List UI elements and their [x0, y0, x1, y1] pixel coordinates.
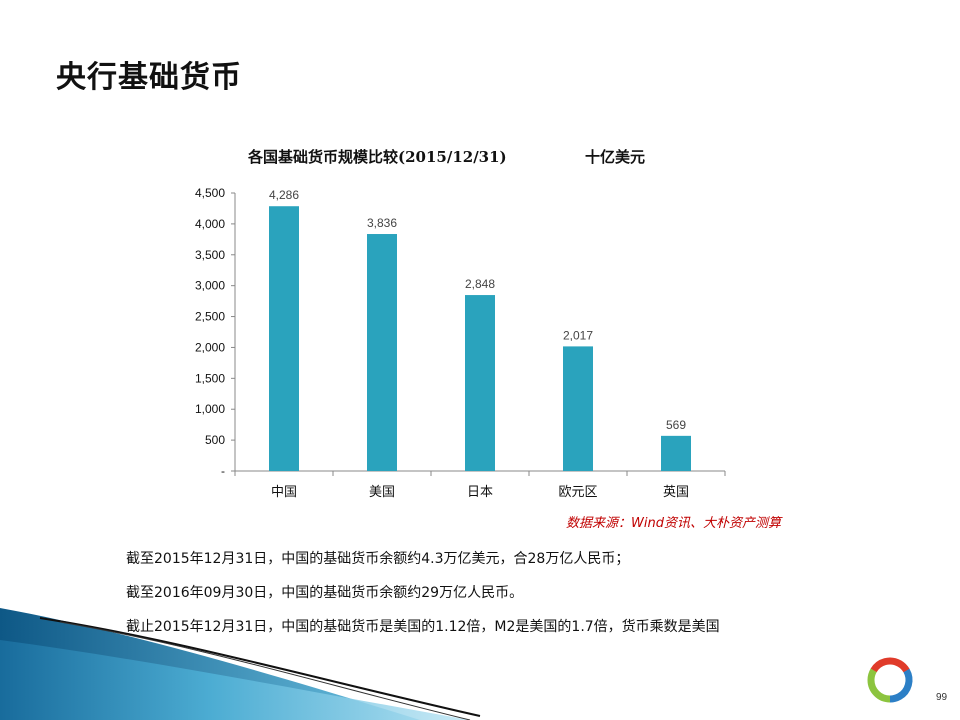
data-label: 3,836: [367, 216, 397, 230]
y-tick-label: 1,500: [195, 371, 225, 385]
company-logo: [867, 657, 913, 703]
y-tick-label: 2,500: [195, 310, 225, 324]
note-line-1: 截至2015年12月31日，中国的基础货币余额约4.3万亿美元，合28万亿人民币…: [126, 551, 630, 567]
bar: [367, 234, 397, 471]
slide-title: 央行基础货币: [56, 60, 242, 95]
x-tick-label: 英国: [663, 485, 689, 500]
data-label: 569: [666, 418, 686, 432]
y-tick-label: 2,000: [195, 340, 225, 354]
x-tick-label: 中国: [271, 485, 297, 500]
y-tick-label: 3,000: [195, 279, 225, 293]
y-tick-label: 500: [205, 433, 225, 447]
chart-source: 数据来源：Wind资讯、大朴资产测算: [566, 516, 781, 531]
page-number: 99: [936, 692, 948, 703]
bar: [465, 295, 495, 471]
data-label: 2,848: [465, 277, 495, 291]
y-tick-label: 4,500: [195, 186, 225, 200]
y-tick-label: 1,000: [195, 402, 225, 416]
x-tick-label: 日本: [467, 485, 493, 500]
y-tick-label: -: [221, 464, 225, 478]
y-tick-label: 4,000: [195, 217, 225, 231]
bar: [269, 206, 299, 471]
chart-title: 各国基础货币规模比较(2015/12/31): [248, 148, 507, 166]
note-line-2: 截至2016年09月30日，中国的基础货币余额约29万亿人民币。: [126, 585, 524, 601]
bar: [661, 435, 691, 471]
y-tick-label: 3,500: [195, 248, 225, 262]
note-line-3: 截止2015年12月31日，中国的基础货币是美国的1.12倍，M2是美国的1.7…: [126, 619, 720, 635]
chart-unit: 十亿美元: [585, 148, 646, 166]
data-label: 2,017: [563, 328, 593, 342]
bar: [563, 346, 593, 471]
note-line-4: 的1.52倍: [126, 653, 186, 669]
data-label: 4,286: [269, 188, 299, 202]
x-tick-label: 欧元区: [558, 485, 597, 500]
x-tick-label: 美国: [369, 485, 395, 500]
